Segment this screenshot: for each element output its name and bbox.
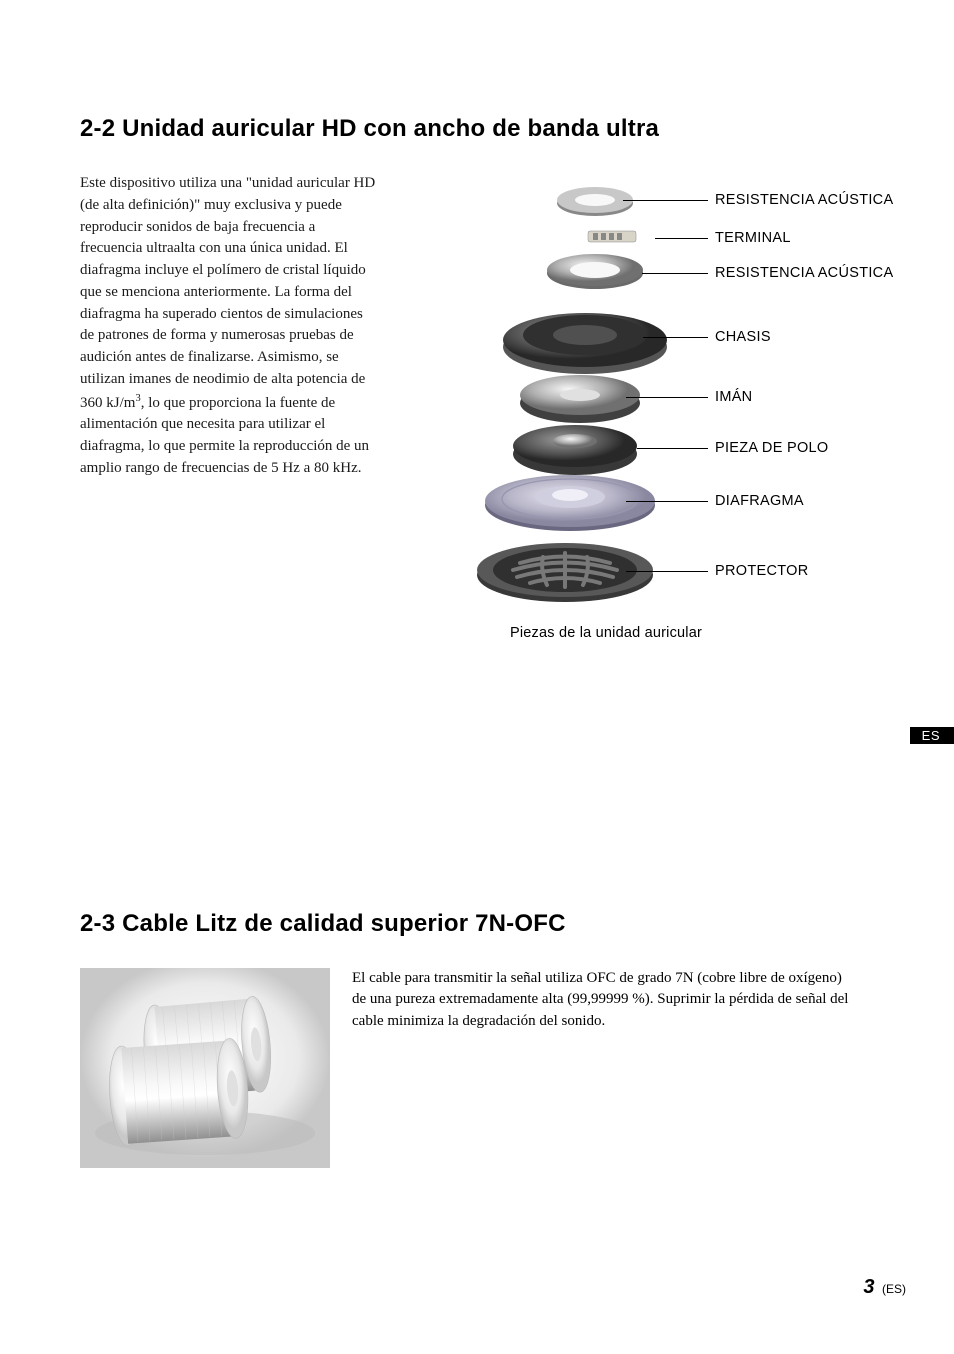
callout-line [643, 337, 708, 338]
page-num: 3 [863, 1276, 874, 1298]
callout-line [655, 238, 708, 239]
label-protector: PROTECTOR [715, 563, 808, 579]
label-pieza-de-polo: PIEZA DE POLO [715, 440, 829, 456]
section-2-2-body: Este dispositivo utiliza una "unidad aur… [80, 173, 378, 480]
section-2-3-heading: 2-3 Cable Litz de calidad superior 7N-OF… [80, 910, 879, 938]
cable-spools-image [80, 968, 330, 1168]
body-pre-sup: Este dispositivo utiliza una "unidad aur… [80, 175, 375, 411]
label-chasis: CHASIS [715, 329, 771, 345]
callout-line [637, 448, 708, 449]
label-terminal: TERMINAL [715, 230, 791, 246]
label-iman: IMÁN [715, 389, 752, 405]
driver-exploded-diagram: RESISTENCIA ACÚSTICA TERMINAL RESISTENCI… [425, 165, 890, 645]
callout-line [626, 501, 708, 502]
label-resistencia-acustica-1: RESISTENCIA ACÚSTICA [715, 192, 893, 208]
callout-line [626, 397, 708, 398]
section-2-2-heading: 2-2 Unidad auricular HD con ancho de ban… [80, 115, 879, 143]
callout-line [626, 571, 708, 572]
label-diafragma: DIAFRAGMA [715, 493, 804, 509]
diagram-caption: Piezas de la unidad auricular [510, 625, 702, 641]
callout-line [623, 200, 708, 201]
page-number: 3 (ES) [863, 1276, 906, 1299]
language-tab: ES [910, 727, 954, 744]
page-lang-suffix: (ES) [882, 1282, 906, 1296]
section-2-3-body: El cable para transmitir la señal utiliz… [352, 968, 879, 1168]
label-resistencia-acustica-2: RESISTENCIA ACÚSTICA [715, 265, 893, 281]
callout-line [642, 273, 708, 274]
